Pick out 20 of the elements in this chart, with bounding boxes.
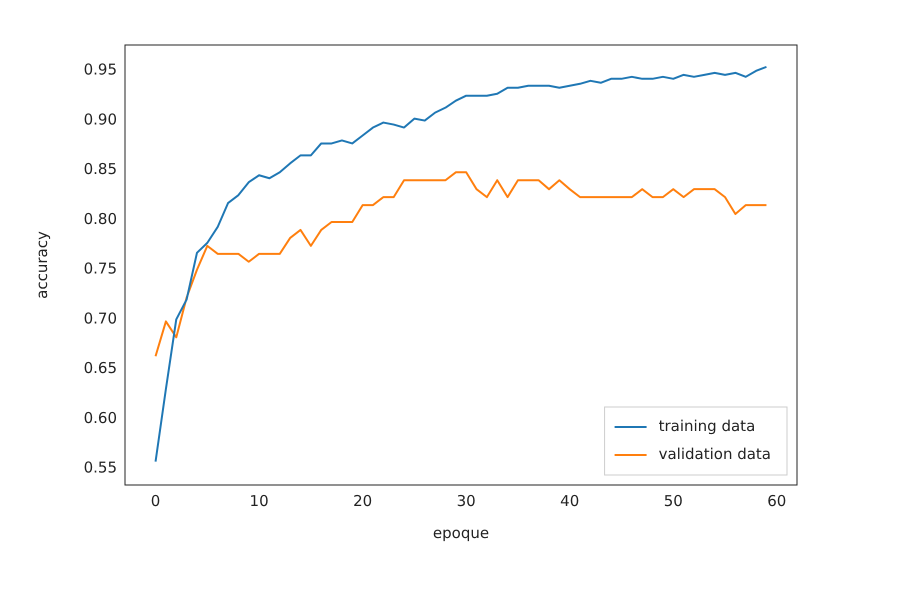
y-tick-label: 0.75 <box>84 260 117 278</box>
x-tick-label: 0 <box>150 492 160 510</box>
x-tick-label: 40 <box>560 492 580 510</box>
y-tick-label: 0.55 <box>84 458 117 476</box>
legend-label: validation data <box>658 444 771 463</box>
y-tick-label: 0.90 <box>84 110 117 128</box>
legend-label: training data <box>658 416 756 435</box>
x-tick-label: 50 <box>664 492 683 510</box>
y-tick-label: 0.70 <box>84 309 117 328</box>
y-tick-label: 0.65 <box>84 359 117 378</box>
x-tick-label: 30 <box>456 492 476 510</box>
x-tick-label: 20 <box>353 492 372 510</box>
x-axis-title: epoque <box>432 524 490 542</box>
x-tick-label: 60 <box>767 492 786 510</box>
y-axis-title: accuracy <box>32 231 51 299</box>
y-tick-label: 0.85 <box>84 160 117 178</box>
y-tick-label: 0.95 <box>84 60 117 79</box>
y-tick-label: 0.80 <box>84 210 117 228</box>
y-tick-label: 0.60 <box>84 408 117 427</box>
x-tick-label: 10 <box>250 492 269 510</box>
